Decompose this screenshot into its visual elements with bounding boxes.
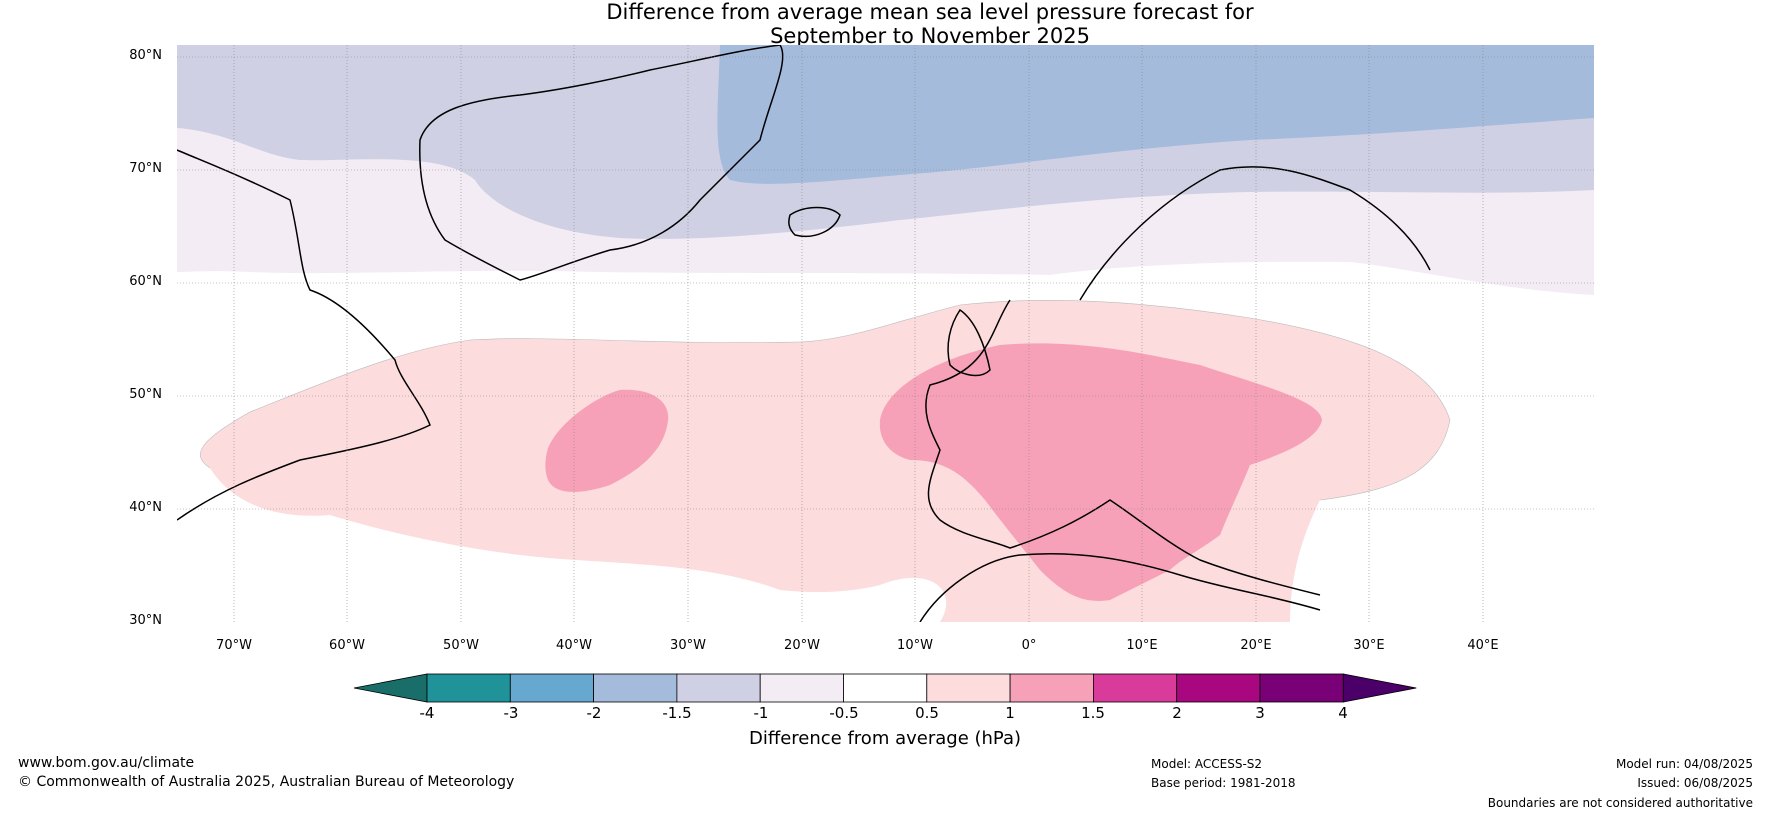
cbar-tick-m2: -2 — [586, 704, 602, 722]
lat-label-30n: 30°N — [129, 613, 162, 628]
cbar-tick-2: 2 — [1172, 704, 1182, 722]
lat-label-50n: 50°N — [129, 387, 162, 402]
cbar-tick-m3: -3 — [503, 704, 519, 722]
lon-label-30e: 30°E — [1353, 638, 1385, 653]
cbar-segment — [426, 673, 511, 703]
cbar-tick-0-5: 0.5 — [915, 704, 939, 722]
africa-coast — [919, 552, 1321, 622]
model-name: Model: ACCESS-S2 — [1151, 757, 1263, 771]
lat-label-80n: 80°N — [129, 48, 162, 63]
lon-label-50w: 50°W — [443, 638, 479, 653]
copyright-text: © Commonwealth of Australia 2025, Austra… — [18, 774, 515, 790]
lon-label-40e: 40°E — [1467, 638, 1499, 653]
lon-label-70w: 70°W — [216, 638, 252, 653]
lon-label-20e: 20°E — [1240, 638, 1272, 653]
colorbar-title: Difference from average (hPa) — [748, 728, 1022, 749]
cbar-tick-m4: -4 — [419, 704, 435, 722]
cbar-segment — [1009, 673, 1094, 703]
lat-label-40n: 40°N — [129, 500, 162, 515]
lon-label-60w: 60°W — [329, 638, 365, 653]
lon-label-20w: 20°W — [784, 638, 820, 653]
cbar-segment — [1259, 673, 1344, 703]
cbar-segment — [676, 673, 761, 703]
model-run-date: Model run: 04/08/2025 — [1615, 757, 1753, 771]
cbar-tick-4: 4 — [1338, 704, 1348, 722]
cbar-tick-m0-5: -0.5 — [829, 704, 859, 722]
cbar-segment — [593, 673, 678, 703]
greenland-coast — [419, 45, 784, 281]
cbar-extend-high — [1342, 673, 1417, 703]
north-america-coast — [177, 149, 431, 521]
graticule — [177, 45, 1594, 622]
lon-label-30w: 30°W — [670, 638, 706, 653]
scandinavia-coast — [1079, 166, 1431, 301]
british-isles-coast — [947, 308, 991, 377]
boundaries-disclaimer: Boundaries are not considered authoritat… — [1487, 796, 1753, 810]
cbar-segment — [843, 673, 928, 703]
cbar-segment — [926, 673, 1011, 703]
lat-label-60n: 60°N — [129, 274, 162, 289]
lon-label-0: 0° — [1021, 638, 1037, 653]
cbar-tick-1-5: 1.5 — [1081, 704, 1105, 722]
cbar-tick-3: 3 — [1255, 704, 1265, 722]
cbar-tick-m1: -1 — [753, 704, 769, 722]
europe-coast — [925, 299, 1321, 596]
map-title: Difference from average mean sea level p… — [0, 0, 1770, 48]
anomaly-band-pos-one-west — [545, 389, 669, 492]
website-link[interactable]: www.bom.gov.au/climate — [18, 755, 195, 771]
anomaly-band-neg-onehalf — [717, 45, 1594, 184]
title-line-2: September to November 2025 — [770, 24, 1090, 48]
cbar-extend-low — [353, 673, 428, 703]
title-line-1: Difference from average mean sea level p… — [606, 0, 1254, 24]
lon-label-10e: 10°E — [1126, 638, 1158, 653]
cbar-tick-m1-5: -1.5 — [662, 704, 692, 722]
cbar-segment — [1176, 673, 1261, 703]
issued-date: Issued: 06/08/2025 — [1637, 776, 1753, 790]
anomaly-band-pos-one-east — [879, 343, 1322, 601]
cbar-segment — [1093, 673, 1178, 703]
iceland-coast — [788, 206, 841, 237]
cbar-segment — [759, 673, 844, 703]
lat-label-70n: 70°N — [129, 161, 162, 176]
cbar-segment — [509, 673, 594, 703]
base-period: Base period: 1981-2018 — [1151, 776, 1296, 790]
lon-label-10w: 10°W — [897, 638, 933, 653]
lon-label-40w: 40°W — [556, 638, 592, 653]
cbar-tick-1: 1 — [1005, 704, 1015, 722]
